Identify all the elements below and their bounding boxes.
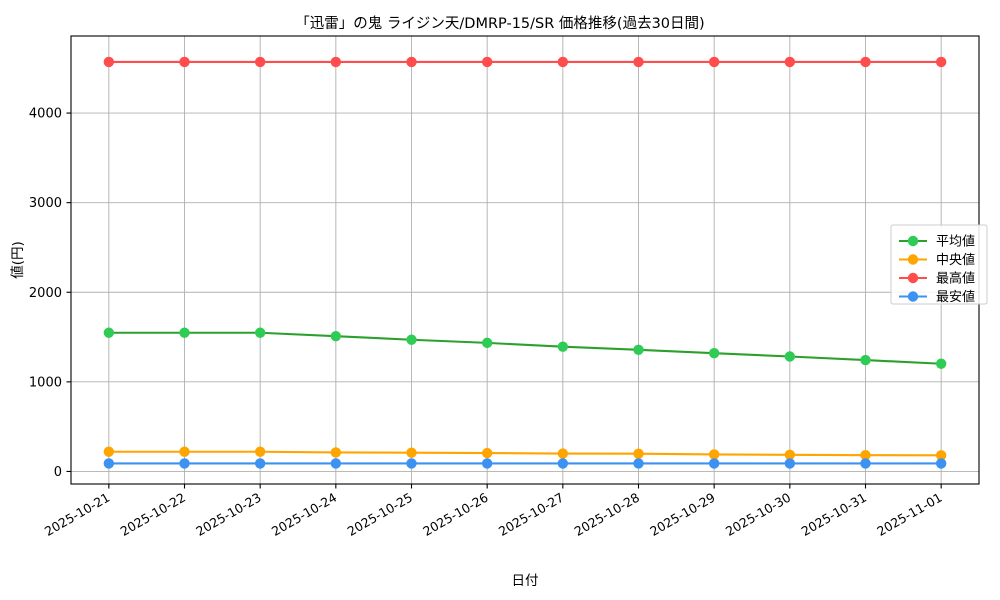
data-point [708,347,720,359]
series-2 [103,446,947,461]
y-tick-label: 3000 [29,196,62,211]
data-point [708,56,720,68]
data-point [557,458,569,469]
x-tick-label: 2025-10-25 [345,490,415,539]
legend-item-3: 最高値 [899,271,975,287]
y-tick-label: 4000 [29,107,62,122]
data-point [784,56,796,68]
data-point [708,458,720,469]
data-point [935,450,947,461]
data-point [860,56,871,68]
data-point [860,449,871,461]
data-point [784,351,796,362]
series-line [107,450,943,457]
x-tick-label: 2025-10-22 [118,490,188,539]
legend-label: 最安値 [936,289,975,305]
x-tick-label: 2025-10-30 [723,490,793,539]
data-point [935,358,947,369]
x-tick-label: 2025-10-23 [193,490,263,539]
data-point [406,334,417,345]
x-tick-label: 2025-10-28 [572,490,642,539]
y-tick-label: 2000 [29,286,62,301]
x-tick-label: 2025-10-21 [42,490,112,539]
data-point [406,458,417,469]
data-point [481,458,493,469]
data-point [481,337,493,349]
data-point [330,56,342,68]
x-axis-label: 日付 [512,573,539,589]
data-series-layer [103,56,947,469]
data-point [633,344,644,355]
legend-item-4: 最安値 [899,289,975,305]
x-tick-label: 2025-10-31 [799,490,869,539]
x-tick-label: 2025-10-24 [269,490,339,539]
data-point [860,354,871,366]
tick-marks [66,112,942,489]
legend-marker-swatch [907,254,919,265]
data-point [254,446,266,457]
legend-item-2: 中央値 [899,252,975,268]
data-point [179,446,190,457]
data-point [179,327,190,338]
data-point [103,446,115,457]
data-point [481,447,493,459]
data-point [103,327,115,338]
legend-label: 最高値 [936,271,975,287]
x-tick-label: 2025-10-27 [496,490,566,539]
chart-title: 「迅雷」の鬼 ライジン天/DMRP-15/SR 価格推移(過去30日間) [295,16,705,32]
x-tick-label: 2025-10-29 [647,490,717,539]
data-point [254,458,266,469]
data-point [557,341,569,352]
series-line [107,331,943,365]
y-tick-label: 1000 [29,375,62,390]
data-point [406,447,417,458]
data-point [481,56,493,68]
data-point [860,458,871,469]
grid-lines [71,36,979,484]
plot-frame [70,35,980,485]
data-point [633,56,644,68]
legend-item-1: 平均値 [899,234,975,250]
data-point [179,56,190,68]
series-1 [103,327,947,369]
data-point [633,458,644,469]
data-point [254,327,266,338]
data-point [103,56,115,68]
y-tick-label: 0 [54,465,62,480]
data-point [935,56,947,68]
series-3 [103,56,947,68]
legend-label: 中央値 [936,252,975,268]
data-point [935,458,947,469]
data-point [557,56,569,68]
data-point [708,449,720,460]
data-point [179,458,190,469]
data-point [254,56,266,68]
data-point [633,448,644,459]
data-point [784,458,796,469]
data-point [330,330,342,342]
data-point [784,449,796,460]
x-axis-tick-labels: 2025-10-21 2025-10-22 2025-10-23 2025-10-24… [42,490,945,539]
y-axis-tick-labels: 0 1000 2000 3000 4000 [29,107,62,480]
data-point [103,458,115,469]
legend-marker-swatch [907,291,919,302]
legend-marker-swatch [907,235,919,247]
y-axis-label: 値(円) [10,241,26,279]
data-point [330,447,342,458]
data-point [406,56,417,68]
series-4 [103,458,947,469]
legend-marker-swatch [907,272,919,284]
x-tick-label: 2025-11-01 [874,490,944,539]
legend-label: 平均値 [936,234,975,250]
data-point [330,458,342,469]
data-point [557,448,569,459]
x-tick-label: 2025-10-26 [420,490,490,539]
